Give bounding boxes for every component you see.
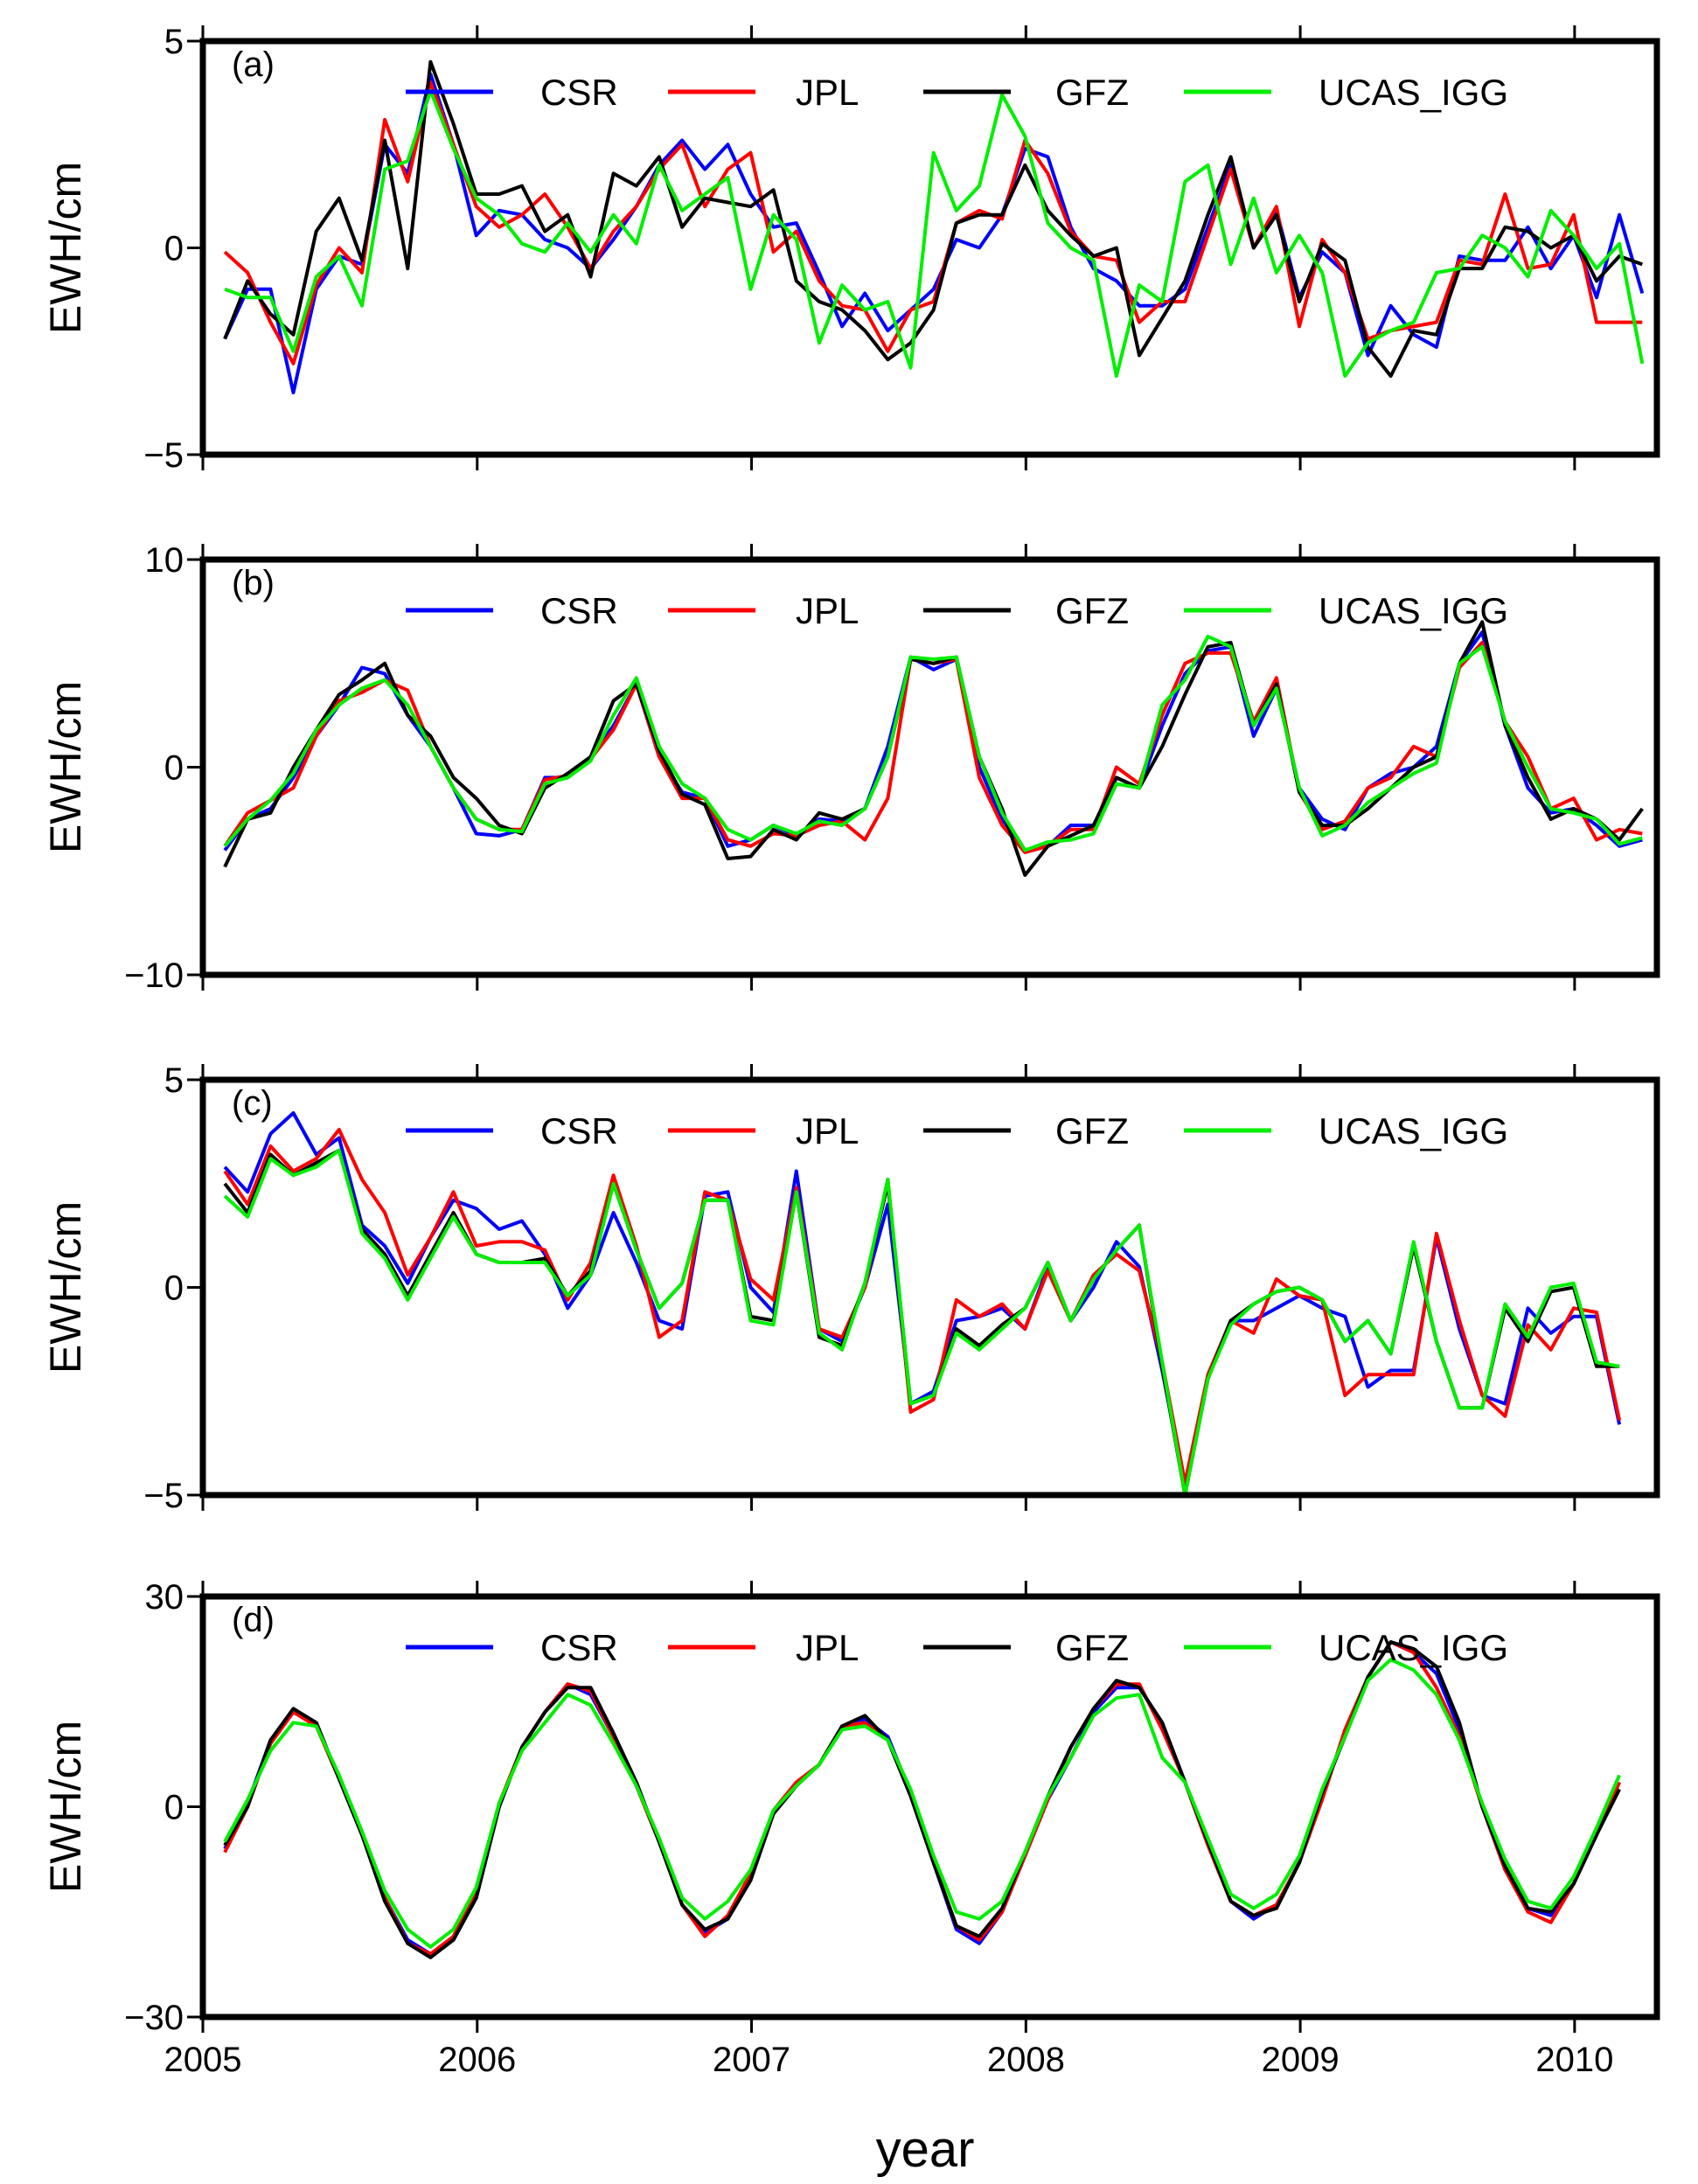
legend-label: GFZ <box>1055 1110 1129 1151</box>
series-line-csr-panel-2 <box>223 1111 1622 1489</box>
legend-label: JPL <box>796 1627 859 1668</box>
y-axis-title: EWH/cm <box>41 1721 90 1893</box>
legend-label: GFZ <box>1055 1627 1129 1668</box>
x-tick-label: 2009 <box>1262 2041 1340 2079</box>
y-axis-title: EWH/cm <box>41 1201 90 1374</box>
legend-label: GFZ <box>1055 72 1129 113</box>
y-tick-label: 0 <box>164 1789 184 1827</box>
legend-label: JPL <box>796 1110 859 1151</box>
y-tick-label: 5 <box>164 1061 184 1100</box>
y-tick-label: 30 <box>145 1578 184 1617</box>
y-tick-label: 5 <box>164 23 184 61</box>
series-line-gfz-panel-0 <box>223 59 1643 379</box>
x-axis-title: year <box>876 2121 975 2178</box>
legend-label: JPL <box>796 72 859 113</box>
legend-label: UCAS_IGG <box>1319 1627 1508 1668</box>
y-tick-label: 0 <box>164 1269 184 1308</box>
series-line-csr-panel-0 <box>223 72 1645 395</box>
series-line-jpl-panel-2 <box>223 1128 1622 1485</box>
legend-label: UCAS_IGG <box>1319 1110 1508 1151</box>
series-line-csr-panel-3 <box>223 1640 1621 1956</box>
legend-label: JPL <box>796 590 859 631</box>
x-tick-label: 2005 <box>164 2041 242 2079</box>
panel-label: (a) <box>232 45 275 84</box>
x-tick-label: 2007 <box>713 2041 790 2079</box>
legend-label: UCAS_IGG <box>1319 590 1508 631</box>
label-layer: EWH/cm (a) EWH/cm (b) EWH/cm (c) EWH/cm (d) 2005… <box>41 45 1613 2079</box>
y-tick-label: −5 <box>143 436 184 475</box>
legend-label: UCAS_IGG <box>1319 72 1508 113</box>
x-tick-label: 2008 <box>987 2041 1065 2079</box>
y-axis-title: EWH/cm <box>41 681 90 853</box>
y-axis-title: EWH/cm <box>41 162 90 334</box>
x-tick-label: 2010 <box>1535 2041 1613 2079</box>
panel-label: (b) <box>232 564 275 602</box>
tick-layer: −5 0 5 −10 0 10 −5 0 5 −30 0 30 <box>124 23 1576 2037</box>
series-line-ucas-igg-panel-2 <box>223 1148 1620 1497</box>
panel-label: (d) <box>232 1601 275 1639</box>
series-line-gfz-panel-2 <box>223 1148 1620 1497</box>
series-line-gfz-panel-1 <box>223 620 1644 877</box>
series-line-ucas-igg-panel-0 <box>224 88 1645 379</box>
series-line-ucas-igg-panel-3 <box>223 1658 1621 1949</box>
legend-label: CSR <box>540 1627 618 1668</box>
series-line-csr-panel-1 <box>223 630 1643 852</box>
series-layer <box>223 59 1645 1959</box>
x-tick-label: 2006 <box>438 2041 516 2079</box>
series-line-gfz-panel-3 <box>223 1640 1621 1959</box>
legend-label: CSR <box>540 1110 618 1151</box>
y-tick-label: −10 <box>124 956 184 995</box>
legend-label: CSR <box>540 590 618 631</box>
series-line-jpl-panel-0 <box>223 80 1643 365</box>
legend-label: GFZ <box>1055 590 1129 631</box>
y-tick-label: 0 <box>164 749 184 788</box>
y-tick-label: −5 <box>143 1477 184 1515</box>
series-line-ucas-igg-panel-1 <box>223 634 1643 852</box>
y-tick-label: 0 <box>164 230 184 268</box>
series-line-jpl-panel-3 <box>223 1640 1621 1956</box>
y-tick-label: 10 <box>145 541 184 580</box>
y-tick-label: −30 <box>124 1999 184 2037</box>
legend-label: CSR <box>540 72 618 113</box>
panel-label: (c) <box>232 1084 273 1123</box>
legend-layer: CSR JPL GFZ UCAS_IGG CSR JPL GFZ UCAS_IGG CSR JPL… <box>406 72 1508 1668</box>
